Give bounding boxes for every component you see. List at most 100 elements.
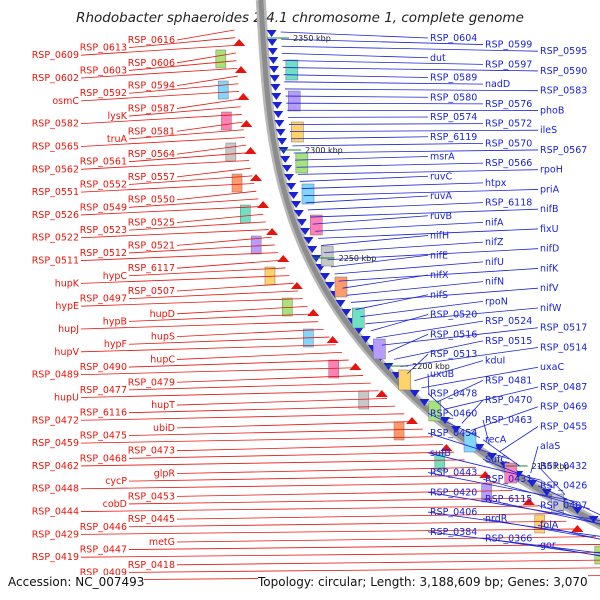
label-connector [290,129,539,133]
label-connector [128,290,299,299]
gene-label: osmC [52,96,79,107]
gene-label: hupT [151,400,175,411]
gene-arrow [244,147,257,154]
label-connector [80,367,356,376]
gene-label: uxuB [430,369,454,380]
feature-block [217,80,229,100]
gene-label: nifK [540,263,559,274]
label-connector [342,274,429,289]
gene-arrow [250,174,263,181]
gene-label: RSP_0462 [32,461,79,472]
label-connector [421,366,539,389]
gene-label: truA [107,134,128,145]
gene-label: RSP_0454 [430,428,477,439]
label-connector [482,459,554,488]
feature-block [225,142,237,162]
label-connector [128,152,248,163]
gene-label: nifW [540,303,562,314]
label-connector [305,195,429,204]
gene-arrow [300,228,311,235]
gene-label: RSP_0599 [485,40,532,51]
gene-label: RSP_0459 [32,438,79,449]
label-connector [128,267,286,277]
gene-label: RSP_0550 [128,195,175,206]
label-connector [284,88,539,92]
gene-label: RSP_0517 [540,323,587,334]
gene-label: RSP_0407 [540,500,587,511]
genome-stats-text: Topology: circular; Length: 3,188,609 bp… [258,575,588,589]
gene-arrow [268,57,279,64]
gene-arrow [341,309,352,316]
gene-label: hupD [150,309,175,320]
label-connector [338,268,539,282]
gene-arrow [307,309,320,316]
label-connector [301,182,484,189]
gene-label: RSP_0513 [430,349,477,360]
gene-label: hypB [103,316,127,327]
gene-arrow [320,273,331,280]
gene-label: RSP_0526 [32,210,79,221]
label-connector [482,498,600,525]
gene-arrow [474,444,485,451]
gene-label: RSP_0525 [128,218,175,229]
gene-arrow [233,39,246,46]
label-connector [128,221,266,231]
gene-label: RSP_0468 [80,453,127,464]
label-connector [324,241,484,254]
label-connector [176,29,235,41]
label-connector [318,228,539,239]
label-connector [128,129,244,140]
gene-label: RSP_0597 [485,59,532,70]
gene-label: RSP_0602 [32,73,79,84]
gene-arrow [527,480,538,487]
gene-label: RSP_0366 [485,533,532,544]
gene-label: uxaC [540,362,564,373]
gene-label: rpoH [540,165,563,176]
gene-label: nifE [430,250,448,261]
gene-arrow [269,75,280,82]
label-connector [350,287,539,303]
gene-label: RSP_0478 [430,389,477,400]
gene-label: RSP_0567 [540,145,587,156]
gene-label: hupS [151,332,175,343]
gene-label: folA [540,520,559,531]
gene-arrow [307,246,318,253]
gene-label: RSP_6116 [80,408,127,419]
label-connector [128,313,313,322]
label-connector [307,202,484,211]
label-connector [176,282,294,292]
gene-label: RSP_0447 [80,545,127,556]
label-connector [427,531,600,554]
label-connector [128,474,488,482]
label-connector [394,340,484,360]
label-connector [176,305,308,315]
gene-label: RSP_0409 [80,567,127,578]
label-connector [530,446,539,474]
gene-label: RSP_0589 [430,73,477,84]
gene-label: RSP_0426 [540,481,587,492]
feature-block [310,214,323,236]
gene-label: RSP_0479 [128,377,175,388]
label-connector [80,459,465,467]
label-connector [321,235,429,246]
gene-arrow [440,444,453,451]
gene-arrow [360,336,371,343]
label-connector [407,353,429,374]
label-connector [176,75,238,87]
gene-label: RSP_0443 [430,468,477,479]
label-connector [128,83,239,94]
gene-label: RSP_0473 [128,446,175,457]
gene-label: RSP_0475 [80,430,127,441]
gene-label: RSP_0481 [485,375,532,386]
label-connector [80,298,303,307]
gene-label: RSP_6119 [430,132,477,143]
gene-label: RSP_0520 [430,310,477,321]
label-connector [176,444,444,452]
label-connector [128,520,567,528]
gene-label: RSP_0581 [128,126,175,137]
gene-label: RSP_0490 [80,362,127,373]
gene-arrow [291,201,302,208]
label-connector [303,189,539,197]
gene-label: nifB [540,204,559,215]
gene-label: RSP_0470 [485,395,532,406]
